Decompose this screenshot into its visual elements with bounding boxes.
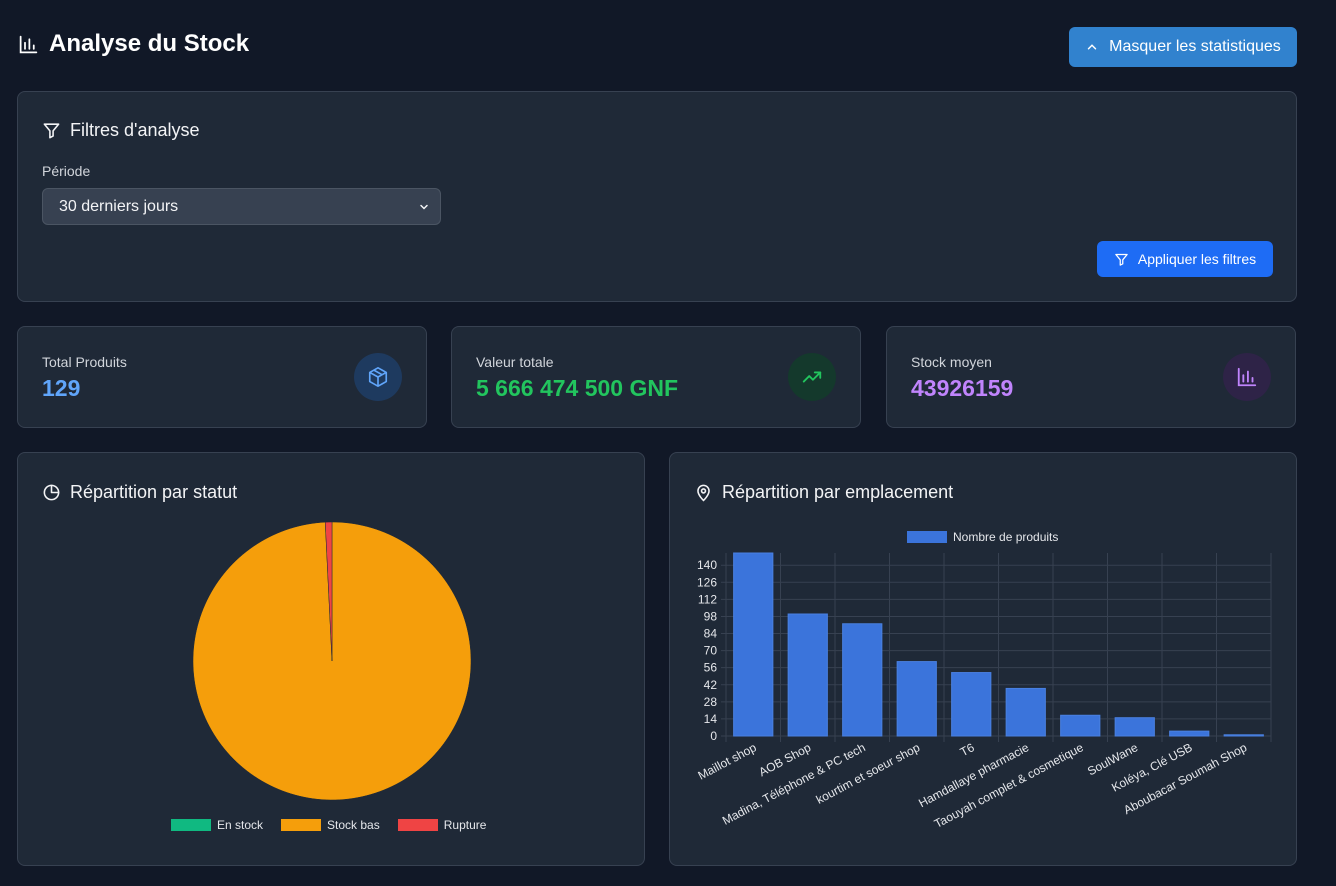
status-chart-panel: Répartition par statut En stock Stock ba… (17, 452, 645, 866)
box-icon (354, 353, 402, 401)
legend-swatch (907, 531, 947, 543)
chevron-up-icon (1087, 44, 1097, 50)
chevron-down-icon (420, 204, 428, 210)
legend-swatch (171, 819, 211, 831)
stat-label: Total Produits (42, 354, 127, 370)
bar[interactable] (1005, 687, 1046, 737)
location-chart-panel: Répartition par emplacement Nombre de pr… (669, 452, 1297, 866)
bar[interactable] (842, 623, 883, 737)
bar-chart-icon (19, 35, 38, 53)
y-tick-label: 98 (704, 609, 718, 623)
legend-label: En stock (217, 818, 264, 832)
legend-label: Stock bas (327, 818, 380, 832)
y-tick-label: 84 (704, 627, 718, 641)
trending-up-icon (788, 353, 836, 401)
bar[interactable] (896, 661, 937, 737)
status-chart-title: Répartition par statut (42, 482, 237, 503)
y-tick-label: 28 (704, 695, 718, 709)
legend-item-en-stock[interactable]: En stock (171, 818, 263, 832)
stat-card-total-products: Total Produits 129 (17, 326, 427, 428)
status-legend: En stock Stock bas Rupture (171, 818, 486, 832)
apply-filters-button[interactable]: Appliquer les filtres (1097, 241, 1273, 277)
legend-label: Nombre de produits (953, 530, 1059, 544)
x-tick-label: Maillot shop (696, 740, 759, 783)
y-tick-label: 140 (697, 558, 717, 572)
bar[interactable] (1114, 717, 1155, 737)
bar-chart-icon (1223, 353, 1271, 401)
bar[interactable] (1223, 734, 1264, 737)
stat-value: 129 (42, 375, 81, 401)
stat-label: Valeur totale (476, 354, 554, 370)
bar[interactable] (1169, 730, 1210, 737)
apply-filters-label: Appliquer les filtres (1137, 251, 1257, 267)
legend-item-rupture[interactable]: Rupture (397, 818, 487, 832)
legend-swatch (397, 819, 438, 831)
pie-slice-rupture[interactable] (324, 521, 333, 662)
period-select[interactable]: 30 derniers jours (42, 188, 441, 225)
x-tick-label: kourtim et soeur shop (814, 740, 923, 807)
filters-title: Filtres d'analyse (42, 120, 200, 141)
stat-card-total-value: Valeur totale 5 666 474 500 GNF (451, 326, 861, 428)
filters-title-text: Filtres d'analyse (70, 120, 200, 140)
y-tick-label: 0 (710, 729, 717, 743)
pie-chart-icon (43, 484, 60, 501)
stat-card-average-stock: Stock moyen 43926159 (886, 326, 1296, 428)
status-pie-chart (192, 521, 472, 801)
hide-statistics-button[interactable]: Masquer les statistiques (1069, 27, 1297, 67)
filters-panel: Filtres d'analyse Période 30 derniers jo… (17, 91, 1297, 302)
map-pin-icon (697, 484, 710, 502)
legend-swatch (281, 819, 322, 831)
hide-statistics-label: Masquer les statistiques (1109, 38, 1281, 55)
y-tick-label: 126 (697, 575, 717, 589)
period-label: Période (42, 163, 91, 179)
bar[interactable] (951, 672, 992, 737)
location-chart-title-text: Répartition par emplacement (722, 482, 954, 502)
status-chart-title-text: Répartition par statut (70, 482, 238, 502)
y-tick-label: 56 (704, 661, 718, 675)
y-tick-label: 14 (704, 712, 718, 726)
y-tick-label: 42 (704, 678, 718, 692)
filter-icon (43, 123, 60, 139)
y-tick-label: 112 (698, 592, 717, 606)
stat-value: 43926159 (911, 375, 1014, 401)
legend-item-stock-bas[interactable]: Stock bas (281, 818, 380, 832)
bar[interactable] (1060, 714, 1101, 737)
legend-item-products[interactable]: Nombre de produits (907, 530, 1058, 544)
page-header: Analyse du Stock (18, 30, 249, 58)
period-select-value: 30 derniers jours (59, 197, 179, 215)
filter-icon (1115, 253, 1128, 266)
location-chart-title: Répartition par emplacement (694, 482, 953, 503)
page-title: Analyse du Stock (49, 30, 250, 57)
stat-label: Stock moyen (911, 354, 992, 370)
stat-value: 5 666 474 500 GNF (476, 375, 679, 401)
bar[interactable] (787, 613, 828, 737)
bar[interactable] (733, 552, 774, 737)
legend-label: Rupture (443, 818, 487, 832)
x-tick-label: T6 (958, 740, 977, 759)
y-tick-label: 70 (704, 644, 718, 658)
